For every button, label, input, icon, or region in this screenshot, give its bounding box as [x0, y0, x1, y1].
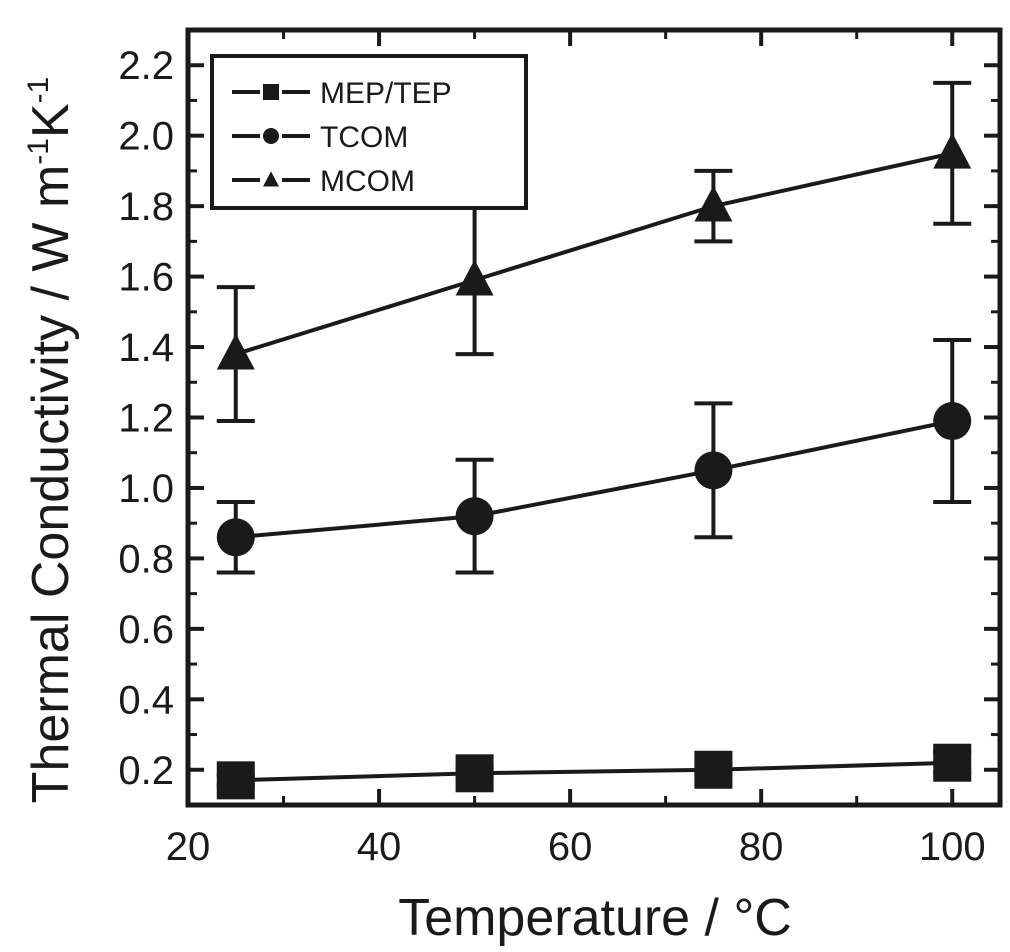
y-tick-label: 0.2 — [118, 749, 174, 793]
series-line-TCOM — [235, 419, 953, 540]
x-axis-title: Temperature / °C — [398, 889, 792, 947]
x-tick-label: 60 — [548, 825, 593, 869]
y-axis-title: Thermal Conductivity / W m-1K-1 — [22, 77, 80, 804]
data-point — [455, 754, 494, 793]
data-point — [216, 333, 255, 370]
y-tick-label: 0.8 — [118, 537, 174, 581]
data-point — [694, 185, 733, 222]
axes: 20 40 60 80 100 0.2 0.4 0.6 0.8 1.0 1.2 1.4 1.6 1.8 2.… — [118, 27, 1003, 869]
data-point — [455, 497, 494, 536]
data-point — [933, 743, 972, 782]
y-tick-label: 1.8 — [118, 185, 174, 229]
y-tick-label: 2.2 — [118, 44, 174, 88]
y-tick-label: 1.6 — [118, 256, 174, 300]
data-point — [216, 761, 255, 800]
data-point — [455, 259, 494, 296]
x-tick-label: 80 — [739, 825, 784, 869]
legend: MEP/TEP TCOM MCOM — [210, 54, 528, 210]
data-point — [694, 750, 733, 789]
legend-marker — [263, 171, 279, 187]
x-tick-label: 20 — [166, 825, 211, 869]
data-point — [933, 132, 972, 169]
legend-label: MCOM — [320, 165, 415, 198]
data-point — [216, 518, 255, 557]
y-tick-label: 1.4 — [118, 326, 174, 370]
x-tick-label: 100 — [919, 825, 986, 869]
legend-label: MEP/TEP — [320, 77, 452, 110]
y-tick-label: 2.0 — [118, 115, 174, 159]
data-point — [933, 402, 972, 441]
series-line-MCOM — [235, 151, 953, 357]
legend-label: TCOM — [320, 121, 408, 154]
y-tick-label: 0.4 — [118, 678, 174, 722]
series-line-MEP/TEP — [235, 760, 953, 783]
legend-marker — [263, 84, 279, 100]
legend-marker — [263, 128, 279, 144]
y-tick-label: 0.6 — [118, 608, 174, 652]
y-tick-label: 1.2 — [118, 397, 174, 441]
x-tick-label: 40 — [357, 825, 402, 869]
plot-area — [216, 80, 972, 800]
data-point — [694, 451, 733, 490]
y-tick-label: 1.0 — [118, 467, 174, 511]
